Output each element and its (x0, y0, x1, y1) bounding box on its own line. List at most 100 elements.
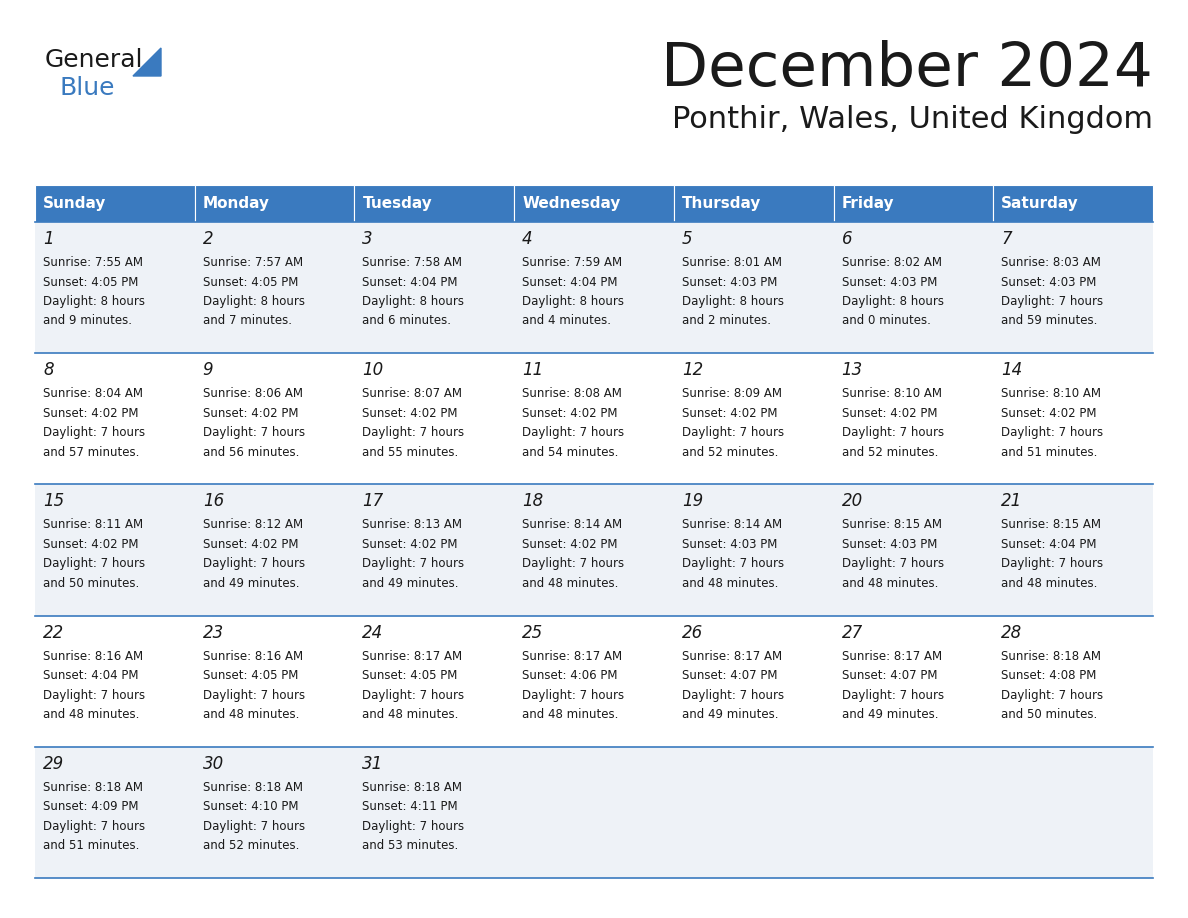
Text: 13: 13 (841, 361, 862, 379)
Text: Sunset: 4:02 PM: Sunset: 4:02 PM (362, 407, 457, 420)
Text: Sunset: 4:06 PM: Sunset: 4:06 PM (523, 669, 618, 682)
Text: Sunday: Sunday (43, 196, 107, 211)
Text: Daylight: 8 hours: Daylight: 8 hours (841, 295, 943, 308)
Text: Sunrise: 7:59 AM: Sunrise: 7:59 AM (523, 256, 623, 269)
Text: 4: 4 (523, 230, 532, 248)
Text: Daylight: 7 hours: Daylight: 7 hours (203, 820, 305, 833)
Text: and 48 minutes.: and 48 minutes. (43, 708, 139, 722)
Text: Sunrise: 8:16 AM: Sunrise: 8:16 AM (203, 650, 303, 663)
Polygon shape (133, 48, 162, 76)
Text: Daylight: 7 hours: Daylight: 7 hours (1001, 426, 1104, 439)
Text: and 6 minutes.: and 6 minutes. (362, 315, 451, 328)
Text: Sunrise: 8:17 AM: Sunrise: 8:17 AM (523, 650, 623, 663)
Text: 18: 18 (523, 492, 543, 510)
Bar (34, 185, 195, 222)
Text: Daylight: 7 hours: Daylight: 7 hours (362, 820, 465, 833)
Text: and 49 minutes.: and 49 minutes. (362, 577, 459, 590)
Text: Sunrise: 8:17 AM: Sunrise: 8:17 AM (362, 650, 462, 663)
Text: 2: 2 (203, 230, 214, 248)
Text: Sunset: 4:02 PM: Sunset: 4:02 PM (1001, 407, 1097, 420)
Text: Sunset: 4:04 PM: Sunset: 4:04 PM (523, 275, 618, 288)
Text: Sunset: 4:09 PM: Sunset: 4:09 PM (43, 800, 139, 813)
Text: December 2024: December 2024 (662, 40, 1154, 99)
Text: Daylight: 7 hours: Daylight: 7 hours (523, 426, 624, 439)
Text: 30: 30 (203, 755, 225, 773)
Text: Sunrise: 8:14 AM: Sunrise: 8:14 AM (523, 519, 623, 532)
Text: 17: 17 (362, 492, 384, 510)
Text: Daylight: 7 hours: Daylight: 7 hours (203, 557, 305, 570)
Text: Sunset: 4:02 PM: Sunset: 4:02 PM (43, 538, 139, 551)
Bar (834, 185, 993, 222)
Text: Thursday: Thursday (682, 196, 762, 211)
Text: Sunrise: 7:57 AM: Sunrise: 7:57 AM (203, 256, 303, 269)
Text: 7: 7 (1001, 230, 1012, 248)
Text: 10: 10 (362, 361, 384, 379)
Text: and 4 minutes.: and 4 minutes. (523, 315, 611, 328)
Text: Sunset: 4:07 PM: Sunset: 4:07 PM (841, 669, 937, 682)
Text: and 49 minutes.: and 49 minutes. (682, 708, 778, 722)
Text: 21: 21 (1001, 492, 1023, 510)
Text: Sunset: 4:02 PM: Sunset: 4:02 PM (841, 407, 937, 420)
Text: Sunset: 4:02 PM: Sunset: 4:02 PM (203, 407, 298, 420)
Text: Daylight: 7 hours: Daylight: 7 hours (841, 688, 943, 701)
Text: Sunrise: 8:15 AM: Sunrise: 8:15 AM (1001, 519, 1101, 532)
Text: Daylight: 7 hours: Daylight: 7 hours (682, 557, 784, 570)
Text: and 51 minutes.: and 51 minutes. (43, 839, 139, 852)
Text: Wednesday: Wednesday (523, 196, 620, 211)
Text: Sunrise: 8:17 AM: Sunrise: 8:17 AM (841, 650, 942, 663)
Text: 20: 20 (841, 492, 862, 510)
Text: Daylight: 8 hours: Daylight: 8 hours (43, 295, 145, 308)
Text: Sunrise: 8:04 AM: Sunrise: 8:04 AM (43, 387, 143, 400)
Text: 1: 1 (43, 230, 53, 248)
Bar (354, 185, 514, 222)
Text: and 50 minutes.: and 50 minutes. (1001, 708, 1098, 722)
Text: and 59 minutes.: and 59 minutes. (1001, 315, 1098, 328)
Text: Daylight: 7 hours: Daylight: 7 hours (362, 426, 465, 439)
Text: Sunset: 4:02 PM: Sunset: 4:02 PM (523, 407, 618, 420)
Bar (34, 616, 1154, 747)
Text: and 49 minutes.: and 49 minutes. (841, 708, 939, 722)
Text: Sunrise: 8:18 AM: Sunrise: 8:18 AM (1001, 650, 1101, 663)
Text: 5: 5 (682, 230, 693, 248)
Text: Daylight: 7 hours: Daylight: 7 hours (43, 426, 145, 439)
Text: Sunrise: 8:14 AM: Sunrise: 8:14 AM (682, 519, 782, 532)
Text: Sunset: 4:05 PM: Sunset: 4:05 PM (203, 275, 298, 288)
Text: Sunset: 4:02 PM: Sunset: 4:02 PM (523, 538, 618, 551)
Text: Sunrise: 7:58 AM: Sunrise: 7:58 AM (362, 256, 462, 269)
Text: Sunrise: 8:09 AM: Sunrise: 8:09 AM (682, 387, 782, 400)
Text: Sunset: 4:04 PM: Sunset: 4:04 PM (362, 275, 457, 288)
Text: Daylight: 8 hours: Daylight: 8 hours (203, 295, 304, 308)
Text: 9: 9 (203, 361, 214, 379)
Text: Sunset: 4:04 PM: Sunset: 4:04 PM (43, 669, 139, 682)
Text: Sunset: 4:05 PM: Sunset: 4:05 PM (362, 669, 457, 682)
Text: Sunset: 4:02 PM: Sunset: 4:02 PM (43, 407, 139, 420)
Text: Daylight: 7 hours: Daylight: 7 hours (1001, 557, 1104, 570)
Text: and 48 minutes.: and 48 minutes. (841, 577, 939, 590)
Text: Sunset: 4:02 PM: Sunset: 4:02 PM (362, 538, 457, 551)
Text: Ponthir, Wales, United Kingdom: Ponthir, Wales, United Kingdom (672, 105, 1154, 134)
Text: Daylight: 7 hours: Daylight: 7 hours (682, 688, 784, 701)
Text: Daylight: 7 hours: Daylight: 7 hours (682, 426, 784, 439)
Text: and 52 minutes.: and 52 minutes. (203, 839, 299, 852)
Text: Monday: Monday (203, 196, 270, 211)
Text: 26: 26 (682, 623, 703, 642)
Text: 22: 22 (43, 623, 64, 642)
Text: Daylight: 8 hours: Daylight: 8 hours (523, 295, 624, 308)
Text: Sunset: 4:05 PM: Sunset: 4:05 PM (203, 669, 298, 682)
Bar (514, 185, 674, 222)
Text: Sunset: 4:11 PM: Sunset: 4:11 PM (362, 800, 459, 813)
Text: Sunrise: 8:10 AM: Sunrise: 8:10 AM (841, 387, 942, 400)
Text: 8: 8 (43, 361, 53, 379)
Text: Sunrise: 8:08 AM: Sunrise: 8:08 AM (523, 387, 623, 400)
Text: 16: 16 (203, 492, 225, 510)
Text: Sunrise: 8:15 AM: Sunrise: 8:15 AM (841, 519, 942, 532)
Text: and 50 minutes.: and 50 minutes. (43, 577, 139, 590)
Bar (34, 353, 1154, 485)
Text: Sunset: 4:04 PM: Sunset: 4:04 PM (1001, 538, 1097, 551)
Text: Daylight: 7 hours: Daylight: 7 hours (43, 557, 145, 570)
Text: and 48 minutes.: and 48 minutes. (203, 708, 299, 722)
Text: and 48 minutes.: and 48 minutes. (362, 708, 459, 722)
Text: and 48 minutes.: and 48 minutes. (523, 577, 619, 590)
Text: Sunset: 4:08 PM: Sunset: 4:08 PM (1001, 669, 1097, 682)
Text: Daylight: 7 hours: Daylight: 7 hours (523, 688, 624, 701)
